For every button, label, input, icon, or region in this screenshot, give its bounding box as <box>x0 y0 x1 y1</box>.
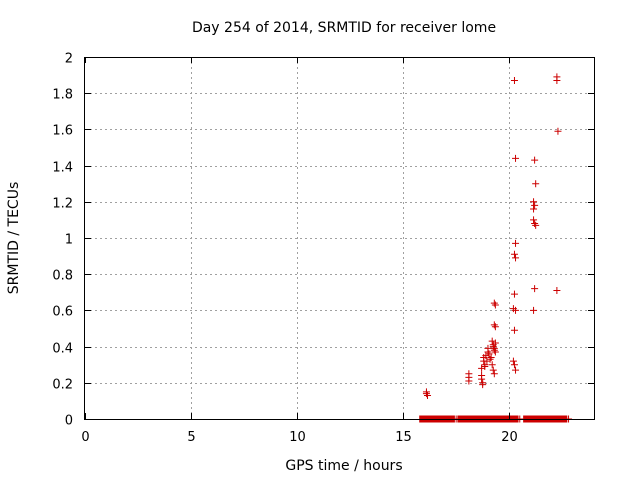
data-point <box>478 364 486 372</box>
y-tick-label: 0.8 <box>52 269 73 284</box>
data-point <box>510 326 518 334</box>
data-point <box>422 390 430 398</box>
x-tick-label: 0 <box>81 430 89 445</box>
y-tick-label: 0.6 <box>52 305 73 320</box>
data-point <box>531 285 539 293</box>
plot-frame <box>84 57 595 420</box>
data-point <box>553 286 561 294</box>
y-tick-label: 1 <box>65 233 73 248</box>
data-point <box>484 348 492 356</box>
data-point <box>532 180 540 188</box>
data-point <box>532 221 540 229</box>
x-tick-label: 10 <box>289 430 306 445</box>
data-point <box>510 290 518 298</box>
data-point <box>479 381 487 389</box>
x-tick-label: 20 <box>501 430 518 445</box>
data-point <box>553 77 561 85</box>
data-point <box>485 350 493 358</box>
data-point <box>512 254 520 262</box>
data-point <box>509 357 517 365</box>
data-point <box>512 239 520 247</box>
data-point <box>531 201 539 209</box>
data-point <box>512 366 520 374</box>
data-point <box>491 348 499 356</box>
data-point <box>530 306 538 314</box>
y-tick-label: 1.6 <box>52 124 73 139</box>
y-tick-label: 0.4 <box>52 342 73 357</box>
data-point <box>512 154 520 162</box>
data-point <box>489 366 497 374</box>
data-point <box>491 301 499 309</box>
y-tick-label: 2 <box>65 52 73 67</box>
data-point <box>490 299 498 307</box>
y-axis-label: SRMTID / TECUs <box>6 182 22 295</box>
data-point <box>510 77 518 85</box>
data-point <box>424 391 432 399</box>
data-point <box>490 346 498 354</box>
data-point <box>478 375 486 383</box>
data-point <box>512 306 520 314</box>
data-point <box>482 352 490 360</box>
y-tick-label: 1.8 <box>52 88 73 103</box>
x-tick-label: 5 <box>187 430 195 445</box>
gridlines <box>85 57 594 419</box>
data-point <box>531 156 539 164</box>
data-point <box>487 353 495 361</box>
data-point <box>490 370 498 378</box>
data-point <box>483 357 491 365</box>
data-point <box>489 343 497 351</box>
data-point <box>488 337 496 345</box>
data-point <box>465 377 473 385</box>
y-tick-label: 1.2 <box>52 197 73 212</box>
data-point <box>530 198 538 206</box>
data-point <box>491 339 499 347</box>
y-tick-label: 1.4 <box>52 161 73 176</box>
data-point <box>486 355 494 363</box>
y-tick-label: 0.2 <box>52 378 73 393</box>
x-tick-label: 15 <box>395 430 412 445</box>
data-point <box>530 205 538 213</box>
y-tick-label: 0 <box>65 414 73 429</box>
data-point <box>490 321 498 329</box>
x-axis-label: GPS time / hours <box>285 458 402 474</box>
data-point <box>491 323 499 331</box>
data-point <box>510 250 518 258</box>
data-point <box>488 361 496 369</box>
data-point <box>510 361 518 369</box>
axis-ticks: 0 5 10 15 20 0 0.2 0.4 0.6 0.8 1 1.2 1.4 1.6 1.8 2 <box>52 52 594 445</box>
data-point <box>481 363 489 371</box>
chart-title: Day 254 of 2014, SRMTID for receiver lom… <box>192 20 496 36</box>
data-point <box>554 127 562 135</box>
data-point <box>530 216 538 224</box>
data-point <box>531 220 539 228</box>
